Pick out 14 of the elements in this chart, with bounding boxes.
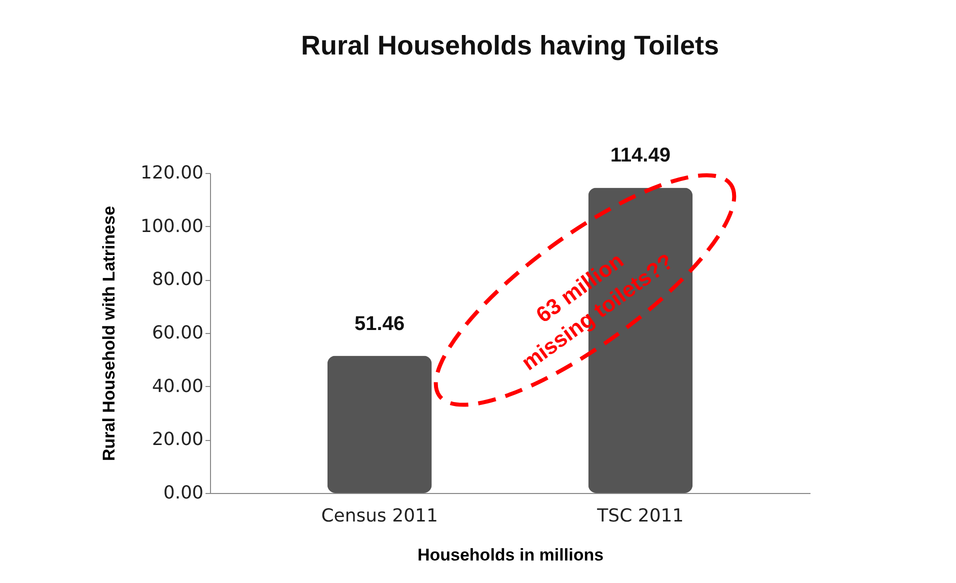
chart-title: Rural Households having Toilets [300,30,720,61]
x-tick-label: Census 2011 [321,506,438,526]
y-tick-label: 120.00 [140,162,204,184]
y-axis-title: Rural Household with Latrinese [100,206,119,462]
y-tick-label: 60.00 [152,322,204,344]
x-tick-label: TSC 2011 [596,506,684,526]
y-tick-label: 80.00 [152,269,204,290]
x-axis-title: Households in millions [417,546,604,564]
data-label: 51.46 [354,312,405,335]
data-label: 114.49 [610,144,670,167]
y-tick-label: 100.00 [140,216,204,237]
y-tick-label: 20.00 [152,429,204,450]
y-tick-label: 40.00 [152,376,204,397]
y-tick-label: 0.00 [163,482,204,504]
